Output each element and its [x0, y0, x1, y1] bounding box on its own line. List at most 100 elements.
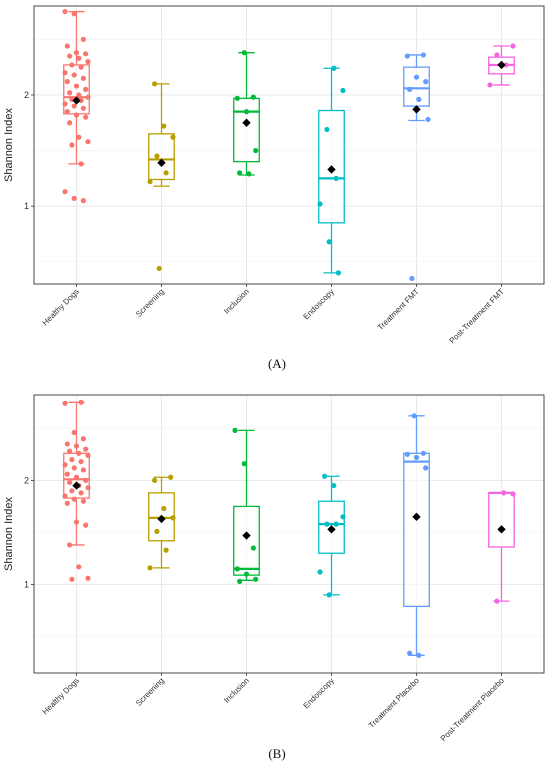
data-point — [80, 467, 86, 473]
data-point — [83, 446, 89, 452]
box — [148, 133, 175, 181]
x-tick-label: Screening — [134, 676, 166, 708]
plot-border — [33, 394, 545, 674]
data-point — [147, 179, 153, 185]
data-point — [71, 11, 77, 17]
y-tick-label: 1 — [24, 201, 29, 211]
data-point — [64, 441, 70, 447]
data-point — [416, 652, 422, 658]
data-point — [501, 490, 507, 496]
data-point — [71, 72, 77, 78]
data-point — [420, 450, 426, 456]
data-point — [69, 576, 75, 582]
data-point — [232, 427, 238, 434]
data-point — [83, 114, 89, 120]
data-point — [73, 519, 80, 525]
data-point — [76, 92, 82, 98]
data-point — [487, 82, 493, 88]
data-point — [250, 94, 256, 100]
data-point — [78, 490, 84, 496]
data-point — [62, 462, 68, 468]
mean-marker — [242, 531, 251, 540]
data-point — [409, 275, 415, 282]
data-point — [326, 592, 332, 598]
mean-marker — [497, 525, 506, 534]
y-axis-title: Shannon Index — [3, 496, 15, 571]
y-axis-title: Shannon Index — [3, 107, 15, 182]
panel-b-label: (B) — [268, 746, 285, 761]
data-point — [67, 542, 73, 548]
data-point — [62, 189, 68, 195]
data-point — [147, 565, 153, 571]
data-point — [67, 120, 73, 126]
x-tick-label: Post-Treatment Placebo — [439, 676, 507, 744]
data-point — [80, 75, 86, 81]
data-point — [416, 96, 422, 103]
data-point — [85, 139, 91, 145]
data-point — [510, 491, 516, 497]
data-point — [322, 473, 328, 479]
plot-border — [33, 5, 545, 285]
x-tick-label: Screening — [134, 287, 166, 319]
data-point — [67, 479, 73, 486]
data-point — [78, 97, 84, 104]
data-point — [83, 51, 89, 57]
data-point — [69, 488, 75, 494]
data-point — [407, 650, 413, 656]
data-point — [154, 528, 160, 534]
data-point — [241, 50, 247, 56]
data-point — [494, 598, 500, 604]
data-point — [333, 521, 339, 527]
data-point — [85, 59, 91, 65]
y-tick-label: 2 — [24, 475, 29, 485]
data-point — [85, 94, 91, 100]
data-point — [237, 578, 243, 584]
data-point — [73, 83, 80, 89]
data-point — [168, 474, 174, 480]
data-point — [340, 87, 346, 94]
data-point — [170, 134, 176, 140]
x-tick-label: Endoscopy — [302, 676, 336, 710]
data-point — [78, 64, 84, 70]
data-point — [243, 109, 250, 115]
data-point — [152, 81, 158, 87]
data-point — [85, 452, 91, 458]
data-point — [80, 105, 86, 111]
data-point — [154, 153, 160, 159]
data-point — [76, 134, 82, 140]
data-point — [324, 521, 330, 527]
data-point — [152, 477, 158, 483]
data-point — [163, 547, 169, 553]
data-point — [83, 477, 89, 483]
data-point — [411, 413, 417, 419]
panel-b-chart: 1 2 Shannon Index Healthy Dogs Screening Incl… — [3, 394, 545, 744]
x-tick-label: Endoscopy — [302, 287, 336, 321]
mean-marker — [327, 165, 336, 174]
panel-a-label: (A) — [268, 356, 286, 371]
x-tick-label: Healthy Dogs — [41, 287, 81, 327]
data-point — [62, 493, 68, 499]
mean-marker — [242, 118, 251, 127]
data-point — [246, 171, 252, 177]
x-tick-label: Healthy Dogs — [41, 676, 81, 716]
x-tick-label: Post-Treatment FMT — [448, 287, 506, 345]
plot-area — [34, 6, 544, 284]
data-point — [250, 545, 256, 551]
mean-marker — [497, 60, 506, 70]
data-point — [64, 471, 70, 477]
data-point — [69, 142, 75, 148]
data-point — [69, 456, 75, 463]
data-point — [423, 79, 429, 85]
data-point — [243, 571, 250, 577]
data-point — [71, 465, 77, 471]
data-point — [161, 505, 167, 512]
data-point — [156, 265, 162, 272]
panel-a-chart: 1 2 Shannon Index Healthy Dogs Screening Incl… — [3, 5, 545, 345]
data-point — [76, 55, 82, 61]
data-point — [71, 103, 77, 109]
data-point — [73, 443, 80, 449]
data-point — [67, 448, 73, 454]
data-point — [83, 522, 89, 528]
